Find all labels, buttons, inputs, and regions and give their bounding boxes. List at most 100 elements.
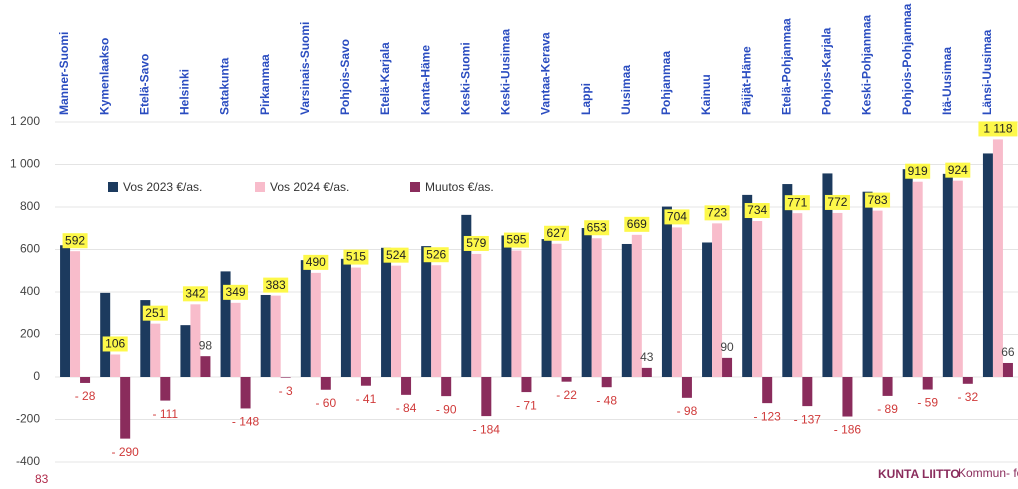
data-label: - 48 bbox=[596, 393, 617, 407]
bar bbox=[992, 139, 1003, 377]
bar bbox=[511, 250, 522, 377]
label-bg bbox=[905, 163, 931, 179]
x-tick-label: Pirkanmaa bbox=[258, 54, 272, 115]
data-label: - 41 bbox=[356, 392, 377, 406]
data-label: 515 bbox=[346, 250, 366, 264]
bar bbox=[401, 377, 412, 395]
bar bbox=[942, 173, 953, 377]
y-tick-label: 1 000 bbox=[10, 157, 40, 171]
y-tick-label: -400 bbox=[16, 454, 40, 468]
x-tick-label: Varsinais-Suomi bbox=[298, 22, 312, 115]
legend-label: Vos 2023 €/as. bbox=[123, 180, 202, 194]
bar bbox=[521, 377, 532, 393]
data-label: 595 bbox=[506, 233, 526, 247]
bar bbox=[882, 377, 893, 396]
bar bbox=[350, 267, 361, 377]
bar bbox=[591, 238, 602, 377]
bar bbox=[802, 377, 813, 407]
bar bbox=[952, 180, 963, 377]
label-bg bbox=[664, 209, 690, 225]
bar bbox=[601, 377, 612, 388]
x-tick-label: Kymenlaakso bbox=[97, 38, 111, 115]
data-label: 783 bbox=[868, 193, 888, 207]
x-tick-label: Pohjois-Savo bbox=[338, 39, 352, 115]
label-bg bbox=[865, 192, 891, 208]
legend-swatch bbox=[108, 182, 118, 192]
bar bbox=[381, 247, 392, 377]
label-bg bbox=[945, 162, 971, 178]
x-tick-label: Helsinki bbox=[178, 69, 192, 115]
bar bbox=[150, 323, 161, 377]
data-label: 772 bbox=[827, 195, 847, 209]
label-bg bbox=[978, 121, 1018, 137]
logo: KUNTA LIITTO bbox=[878, 467, 960, 481]
bar bbox=[752, 221, 763, 377]
bar bbox=[712, 223, 723, 377]
bar bbox=[832, 212, 843, 377]
bar bbox=[621, 243, 632, 377]
logo-text: Kommun- förbundet bbox=[958, 466, 1018, 480]
data-label: 592 bbox=[65, 233, 85, 247]
x-tick-label: Länsi-Uusimaa bbox=[980, 29, 994, 115]
bar bbox=[230, 302, 241, 377]
label-bg bbox=[343, 249, 369, 265]
bar bbox=[461, 214, 472, 377]
bar bbox=[671, 227, 682, 377]
label-bg bbox=[744, 203, 770, 219]
bar bbox=[280, 377, 291, 378]
x-tick-label: Pohjanmaa bbox=[659, 51, 673, 115]
bar bbox=[501, 235, 512, 377]
bar bbox=[631, 234, 642, 377]
y-tick-label: 0 bbox=[33, 369, 40, 383]
x-tick-label: Etelä-Karjala bbox=[378, 42, 392, 115]
data-label: - 84 bbox=[396, 401, 417, 415]
legend-label: Muutos €/as. bbox=[425, 180, 494, 194]
bar bbox=[792, 213, 803, 377]
legend-swatch bbox=[255, 182, 265, 192]
data-label: - 3 bbox=[279, 384, 293, 398]
legend-label: Vos 2024 €/as. bbox=[270, 180, 349, 194]
data-label: 526 bbox=[426, 247, 446, 261]
data-label: 734 bbox=[747, 203, 767, 217]
x-tick-label: Kainuu bbox=[699, 74, 713, 115]
bar bbox=[340, 258, 351, 377]
bar bbox=[922, 377, 933, 390]
data-label: - 89 bbox=[877, 402, 898, 416]
x-tick-label: Päijät-Häme bbox=[739, 46, 753, 115]
bar bbox=[722, 357, 733, 377]
data-label: 669 bbox=[627, 217, 647, 231]
data-label: 524 bbox=[386, 248, 406, 262]
bar bbox=[842, 377, 853, 417]
x-tick-label: Satakunta bbox=[218, 57, 232, 115]
bar bbox=[1002, 362, 1013, 377]
data-label: 342 bbox=[185, 286, 205, 300]
x-tick-label: Itä-Uusimaa bbox=[940, 47, 954, 115]
label-bg bbox=[463, 235, 489, 251]
data-label: - 90 bbox=[436, 402, 457, 416]
label-bg bbox=[223, 284, 249, 300]
label-bg bbox=[383, 247, 409, 263]
bar bbox=[681, 377, 692, 398]
data-label: - 22 bbox=[556, 388, 577, 402]
bar bbox=[441, 377, 452, 397]
x-tick-label: Keski-Uusimaa bbox=[499, 29, 513, 115]
bar bbox=[110, 354, 121, 377]
y-tick-label: 1 200 bbox=[10, 114, 40, 128]
bar bbox=[782, 184, 793, 377]
data-label: 924 bbox=[948, 163, 968, 177]
bar bbox=[300, 260, 311, 377]
bar bbox=[431, 265, 442, 377]
data-label: 490 bbox=[306, 255, 326, 269]
label-bg bbox=[303, 254, 329, 270]
page-number: 83 bbox=[35, 472, 49, 486]
x-tick-label: Manner-Suomi bbox=[57, 32, 71, 115]
bar bbox=[872, 210, 883, 377]
bar bbox=[661, 206, 672, 377]
label-bg bbox=[704, 205, 730, 221]
bar bbox=[822, 173, 833, 377]
data-label: 579 bbox=[466, 236, 486, 250]
y-tick-label: -200 bbox=[16, 412, 40, 426]
data-label: 66 bbox=[1001, 345, 1015, 359]
bar bbox=[902, 169, 913, 377]
